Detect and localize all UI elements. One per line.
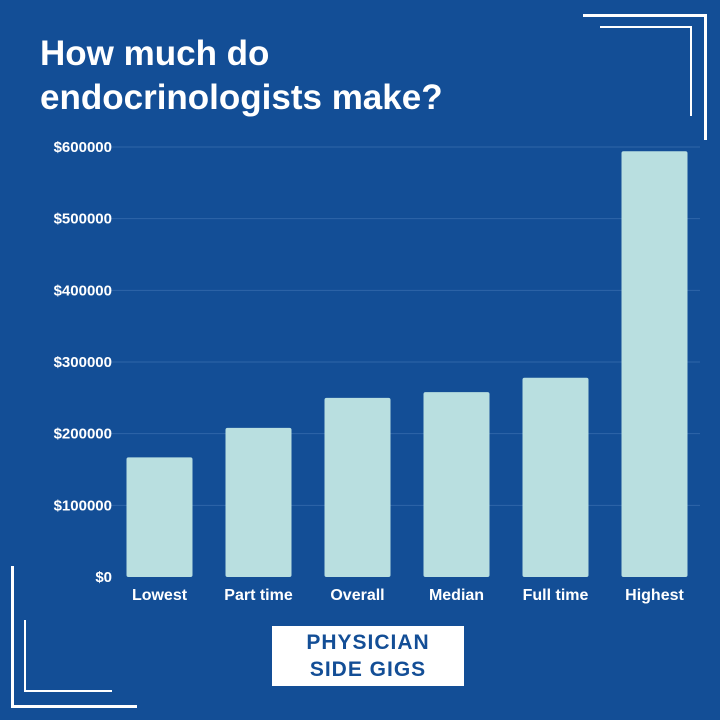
bar-overall <box>324 397 391 577</box>
logo-line-1: PHYSICIAN <box>306 631 430 654</box>
bar-lowest <box>126 457 193 577</box>
frame-corner-inner-top-right-horizontal <box>600 26 692 28</box>
logo-line-2: SIDE GIGS <box>309 658 427 681</box>
y-tick-label: $200000 <box>54 426 112 443</box>
y-tick-label: $500000 <box>54 211 112 228</box>
y-tick-label: $300000 <box>54 354 112 371</box>
frame-corner-inner-top-right-vertical <box>690 26 692 116</box>
y-tick-label: $400000 <box>54 282 112 299</box>
frame-corner-top-right-horizontal <box>583 14 707 17</box>
y-tick-label: $100000 <box>54 497 112 514</box>
x-tick-label: Lowest <box>132 587 188 604</box>
x-axis-ticks: Lowest Part time Overall Median Full time Hig… <box>132 587 685 604</box>
frame-corner-bottom-left-vertical <box>11 566 14 708</box>
y-axis-ticks: $0 $100000 $200000 $300000 $400000 $500000 $60… <box>54 139 112 586</box>
bars <box>126 151 688 578</box>
gridlines <box>110 146 700 506</box>
frame-corner-bottom-left-horizontal <box>11 705 137 708</box>
frame-corner-top-right-vertical <box>704 14 707 140</box>
frame-corner-inner-bottom-left-vertical <box>24 620 26 692</box>
x-tick-label: Highest <box>625 587 684 604</box>
x-tick-label: Part time <box>224 587 293 604</box>
chart-title: How much do endocrinologists make? <box>40 32 600 120</box>
y-tick-label: $0 <box>95 569 112 586</box>
physician-side-gigs-logo: PHYSICIAN SIDE GIGS <box>272 626 464 686</box>
bar-full-time <box>522 377 589 577</box>
bar-median <box>423 392 490 577</box>
frame-corner-inner-bottom-left-horizontal <box>24 690 112 692</box>
bar-part-time <box>225 427 292 577</box>
x-tick-label: Median <box>429 587 484 604</box>
y-tick-label: $600000 <box>54 139 112 156</box>
chart-title-line-2: endocrinologists make? <box>40 78 443 117</box>
bar-highest <box>621 151 688 578</box>
x-tick-label: Full time <box>523 587 589 604</box>
chart-title-line-1: How much do <box>40 34 270 73</box>
x-tick-label: Overall <box>330 587 384 604</box>
